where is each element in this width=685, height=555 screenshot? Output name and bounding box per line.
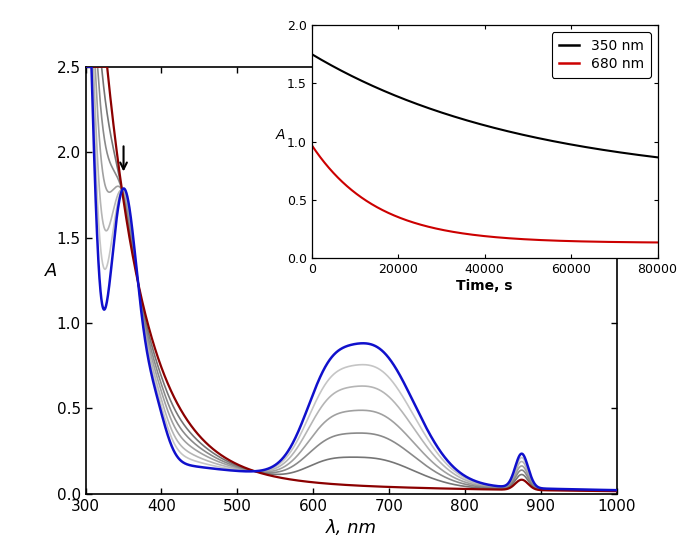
Legend: 350 nm, 680 nm: 350 nm, 680 nm [551,32,651,78]
X-axis label: λ, nm: λ, nm [325,519,377,537]
Y-axis label: A: A [45,263,58,280]
X-axis label: Time, s: Time, s [456,279,513,292]
Y-axis label: A: A [276,128,285,142]
